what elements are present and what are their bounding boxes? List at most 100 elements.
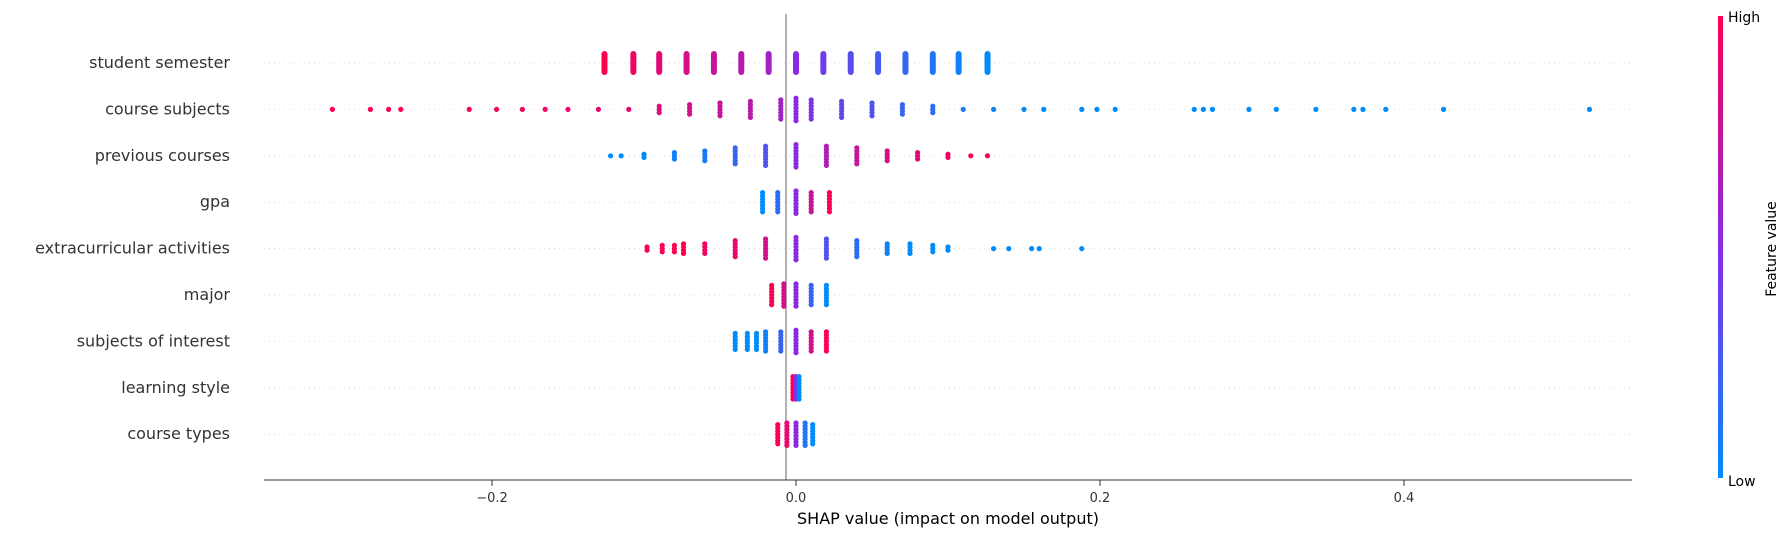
point-student-semester-4 xyxy=(710,51,717,75)
point-course-subjects-17-6 xyxy=(808,116,814,122)
x-axis-title: SHAP value (impact on model output) xyxy=(797,509,1099,528)
point-extracurricular-activities-13-1 xyxy=(945,247,951,253)
point-course-subjects-22-0 xyxy=(960,106,966,112)
point-extracurricular-activities-4-3 xyxy=(702,250,708,256)
point-course-types-1-7 xyxy=(784,442,790,448)
point-learning-style-2-7 xyxy=(796,396,802,402)
point-course-subjects-39-0 xyxy=(1586,106,1593,112)
point-extracurricular-activities-1-2 xyxy=(659,249,665,255)
point-course-subjects-24-0 xyxy=(1021,106,1027,112)
x-tick-label-1: 0.0 xyxy=(786,491,807,506)
feature-label-previous-courses: previous courses xyxy=(95,146,230,165)
point-previous-courses-6-6 xyxy=(763,162,769,168)
point-previous-courses-2-1 xyxy=(641,154,647,160)
point-extracurricular-activities-0-1 xyxy=(644,247,650,253)
point-gpa-3-6 xyxy=(808,209,814,215)
point-student-semester-2 xyxy=(656,51,663,75)
point-extracurricular-activities-10-3 xyxy=(884,250,890,256)
point-student-semester-9 xyxy=(847,51,854,75)
x-tick-label-0: −0.2 xyxy=(476,491,508,506)
point-previous-courses-10-3 xyxy=(884,158,890,164)
point-previous-courses-9-5 xyxy=(854,161,860,167)
point-major-2-7 xyxy=(793,303,799,309)
colorbar-gradient xyxy=(1718,16,1723,478)
point-course-subjects-32-0 xyxy=(1246,106,1252,112)
point-extracurricular-activities-14-0 xyxy=(991,246,997,252)
point-course-subjects-23-0 xyxy=(991,106,997,112)
point-course-subjects-29-0 xyxy=(1191,106,1197,112)
point-student-semester-8 xyxy=(820,51,827,75)
point-previous-courses-0-0 xyxy=(607,153,614,159)
point-gpa-1-6 xyxy=(775,209,781,215)
point-course-subjects-9-0 xyxy=(595,106,602,112)
point-previous-courses-12-1 xyxy=(945,154,951,160)
point-previous-courses-8-6 xyxy=(823,162,830,168)
point-student-semester-10 xyxy=(875,51,882,75)
point-previous-courses-13-0 xyxy=(968,153,974,159)
point-course-subjects-33-0 xyxy=(1273,106,1279,112)
point-previous-courses-3-2 xyxy=(671,156,678,162)
point-course-subjects-7-0 xyxy=(542,106,548,112)
point-course-subjects-28-0 xyxy=(1112,106,1118,112)
point-major-1-7 xyxy=(781,303,787,309)
point-course-subjects-12-3 xyxy=(687,111,693,117)
colorbar-high-label: High xyxy=(1728,10,1760,26)
point-extracurricular-activities-12-2 xyxy=(930,249,936,255)
point-course-subjects-15-6 xyxy=(778,116,784,122)
point-course-subjects-38-0 xyxy=(1440,106,1447,112)
feature-label-extracurricular-activities: extracurricular activities xyxy=(35,239,230,258)
feature-label-course-types: course types xyxy=(127,424,230,443)
point-previous-courses-5-5 xyxy=(732,161,738,167)
point-course-subjects-10-0 xyxy=(626,106,632,112)
feature-label-learning-style: learning style xyxy=(121,378,230,397)
point-extracurricular-activities-18-0 xyxy=(1079,246,1085,252)
point-subjects-of-interest-1-5 xyxy=(744,346,750,352)
point-extracurricular-activities-2-2 xyxy=(671,249,678,255)
point-course-subjects-3-0 xyxy=(398,106,404,112)
point-course-types-3-7 xyxy=(802,442,808,448)
feature-label-major: major xyxy=(184,285,231,304)
point-course-subjects-31-0 xyxy=(1209,106,1216,112)
point-subjects-of-interest-0-5 xyxy=(732,346,738,352)
point-student-semester-6 xyxy=(765,51,772,75)
point-gpa-0-6 xyxy=(759,209,766,215)
point-course-subjects-26-0 xyxy=(1079,106,1085,112)
point-course-subjects-21-2 xyxy=(930,110,936,116)
point-course-subjects-20-3 xyxy=(899,111,906,117)
feature-label-subjects-of-interest: subjects of interest xyxy=(77,331,230,350)
point-previous-courses-4-3 xyxy=(702,158,708,164)
point-subjects-of-interest-7-6 xyxy=(823,348,830,354)
x-axis-ticks: −0.2 0.0 0.2 0.4 xyxy=(476,480,1414,506)
point-course-subjects-14-5 xyxy=(747,114,754,120)
point-extracurricular-activities-5-5 xyxy=(732,254,738,260)
feature-label-course-subjects: course subjects xyxy=(105,99,230,118)
point-subjects-of-interest-2-5 xyxy=(753,346,760,352)
point-subjects-of-interest-6-6 xyxy=(808,348,814,354)
point-course-subjects-11-2 xyxy=(656,110,662,116)
colorbar: High Low Feature value xyxy=(1718,10,1780,490)
point-previous-courses-14-0 xyxy=(984,153,991,159)
point-course-subjects-4-0 xyxy=(466,106,472,112)
x-tick-label-2: 0.2 xyxy=(1090,491,1111,506)
point-course-subjects-37-0 xyxy=(1383,106,1389,112)
point-previous-courses-11-2 xyxy=(915,156,921,162)
point-extracurricular-activities-8-6 xyxy=(823,255,830,261)
point-major-3-6 xyxy=(808,302,814,308)
point-course-subjects-25-0 xyxy=(1041,106,1047,112)
point-course-subjects-0-0 xyxy=(329,106,335,112)
point-student-semester-13 xyxy=(955,51,962,75)
point-course-subjects-5-0 xyxy=(493,106,500,112)
point-extracurricular-activities-9-5 xyxy=(854,254,860,260)
point-course-subjects-30-0 xyxy=(1200,106,1206,112)
point-student-semester-7 xyxy=(793,51,799,75)
point-course-subjects-19-4 xyxy=(869,113,875,119)
point-student-semester-5 xyxy=(738,51,745,75)
colorbar-title: Feature value xyxy=(1764,201,1780,297)
point-course-types-0-6 xyxy=(775,441,781,447)
point-gpa-2-7 xyxy=(793,210,799,216)
point-course-types-4-6 xyxy=(810,441,816,447)
beeswarm-points xyxy=(329,51,1593,448)
point-course-subjects-16-7 xyxy=(793,118,799,124)
point-course-subjects-27-0 xyxy=(1094,106,1100,112)
